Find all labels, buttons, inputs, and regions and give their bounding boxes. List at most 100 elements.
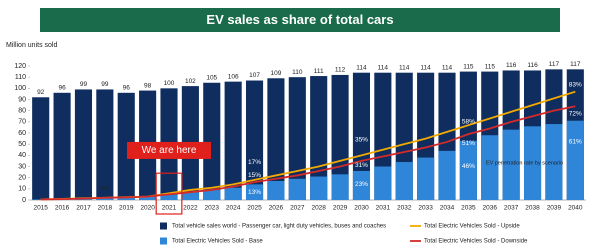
share-label: 23% [355,181,368,188]
share-label: 46% [462,163,475,170]
share-label: 61% [569,139,582,146]
bar-value-label: 100 [164,80,175,87]
bar-value-label: 114 [442,64,453,71]
bar [117,92,135,200]
bar-value-label: 99 [80,81,88,88]
x-tick-label: 2035 [461,205,476,212]
y-tick-label: 0 [22,197,26,204]
x-tick-label: 2022 [183,205,198,212]
bar [181,192,199,200]
legend-item: Total Electric Vehicles Sold - Upside [410,224,520,230]
bar-value-label: 107 [249,72,260,79]
legend-label: Total Electric Vehicles Sold - Downside [424,239,528,245]
bar [32,199,50,200]
bar [331,74,349,200]
y-tick-label: 50 [18,141,26,148]
bar-value-label: 116 [527,62,538,69]
y-tick-label: 60 [18,130,26,137]
legend-swatch [160,222,167,230]
bar [203,82,221,200]
callout-frame [155,172,183,215]
bar [566,120,584,200]
chart-title: EV sales as share of total cars [206,12,393,27]
x-tick-label: 2031 [376,205,391,212]
bar [502,129,520,200]
bar [459,140,477,200]
x-tick-label: 2027 [290,205,305,212]
y-tick-label: 30 [18,163,26,170]
bar [352,170,371,200]
bar [32,97,50,200]
x-tick-label: 2036 [483,205,498,212]
x-tick-label: 2025 [247,205,262,212]
legend-item: Total vehicle sales world - Passenger ca… [160,222,386,230]
legend-item: Total Electric Vehicles Sold - Downside [410,239,528,245]
x-tick-label: 2017 [76,205,91,212]
x-tick-label: 2019 [119,205,134,212]
bar [374,166,392,200]
bar [310,176,328,200]
share-label: 51% [462,140,475,147]
share-label: 13% [248,189,261,196]
bar-value-label: 117 [570,61,581,68]
bar-value-label: 109 [270,70,281,77]
bar [395,162,413,200]
x-tick-label: 2024 [226,205,241,212]
bar-value-label: 112 [335,67,346,74]
x-tick-label: 2020 [140,205,155,212]
bar-value-label: 106 [228,73,239,80]
x-tick-label: 2015 [33,205,48,212]
share-label: 35% [355,136,368,143]
y-tick-label: 100 [14,85,26,92]
y-tick-label: 110 [15,74,26,81]
share-label: 58% [462,119,475,126]
scenario-note: EV penetration rate by scenario [486,161,563,167]
x-tick-label: 2016 [55,205,70,212]
bar [310,76,328,200]
legend-label: Total Electric Vehicles Sold - Upside [424,224,520,230]
bar-value-label: 96 [58,85,66,92]
bar-value-label: 92 [37,89,45,96]
bar [438,150,456,200]
bar [160,194,178,200]
x-tick-label: 2038 [525,205,540,212]
bar [545,124,563,200]
bar [288,178,306,200]
bar-value-label: 114 [420,64,431,71]
x-tick-label: 2039 [547,205,562,212]
bar [96,89,114,200]
bar [267,78,285,200]
legend-swatch [160,237,167,245]
x-tick-label: 2033 [418,205,433,212]
y-tick-label: 90 [18,96,26,103]
callout-box [127,141,211,159]
legend-label: Total Electric Vehicles Sold - Base [172,239,263,245]
bar-value-label: 99 [101,81,109,88]
bar [203,189,221,200]
x-tick-label: 2023 [205,205,220,212]
bar-value-label: 110 [292,69,303,76]
bar [53,92,71,200]
y-tick-label: 70 [18,119,26,126]
bar [117,197,135,200]
bar-value-label: 116 [506,62,517,69]
y-tick-label: 80 [18,108,26,115]
y-tick-label: 10 [18,186,26,193]
bar-value-label: 98 [144,82,152,89]
bar-value-label: 117 [549,61,560,68]
callout-text: We are here [142,145,197,156]
bar [245,80,264,200]
y-tick-label: 120 [14,63,26,70]
bar [139,196,157,200]
x-tick-label: 2021 [162,205,177,212]
line [40,105,576,201]
share-label: 17% [248,159,261,166]
legend-item: Total Electric Vehicles Sold - Base [160,237,263,245]
x-tick-label: 2037 [504,205,519,212]
bar-value-label: 96 [123,85,131,92]
bar [74,89,93,200]
share-label: 2% [100,186,110,193]
bar-value-label: 102 [185,78,196,85]
